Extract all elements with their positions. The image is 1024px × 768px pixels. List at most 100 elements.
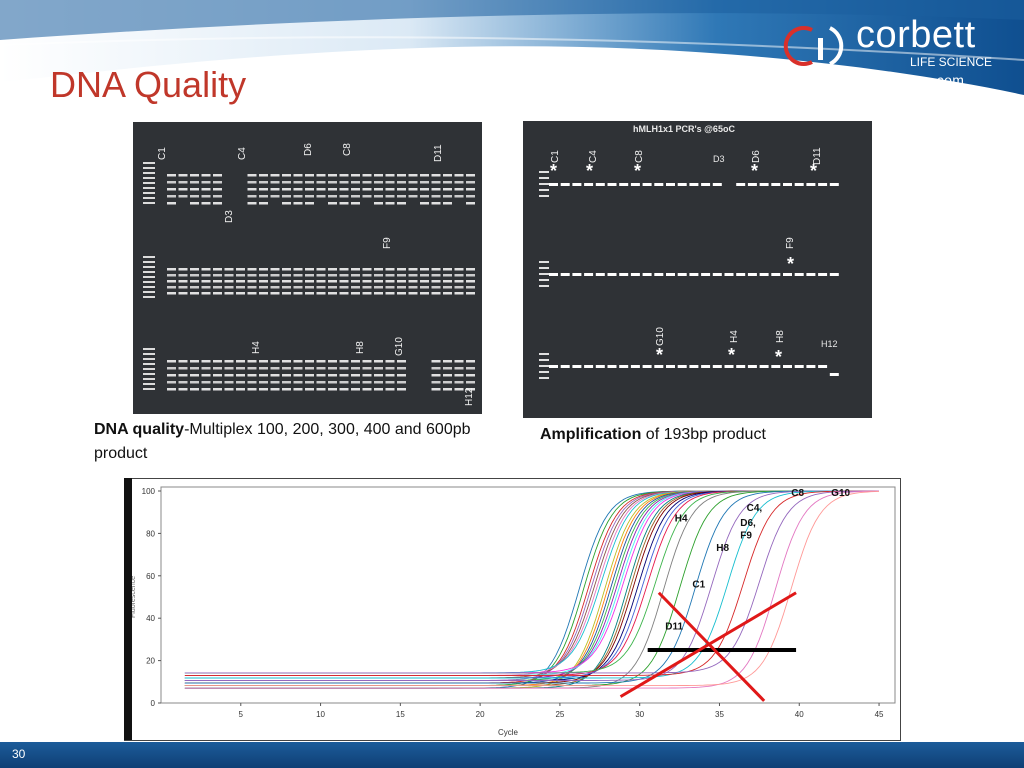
gel-band bbox=[224, 286, 234, 289]
gel-band bbox=[818, 183, 828, 186]
caption-left-bold: DNA quality bbox=[94, 421, 185, 438]
gel-band bbox=[201, 292, 211, 295]
gel-band bbox=[374, 202, 383, 205]
gel-band bbox=[374, 381, 383, 384]
gel-band bbox=[539, 371, 549, 373]
gel-band bbox=[213, 367, 222, 370]
gel-band bbox=[385, 268, 395, 271]
gel-band bbox=[328, 360, 337, 363]
gel-band bbox=[362, 280, 372, 283]
gel-band bbox=[213, 188, 222, 191]
gel-band bbox=[397, 360, 406, 363]
gel-band bbox=[259, 388, 268, 391]
gel-band bbox=[771, 183, 781, 186]
gel-band bbox=[454, 195, 464, 198]
amplification-curve bbox=[184, 490, 880, 674]
gel-band bbox=[454, 188, 464, 191]
gel-band bbox=[236, 388, 245, 391]
gel-band bbox=[167, 360, 176, 363]
gel-band bbox=[190, 374, 199, 377]
gel-band bbox=[466, 174, 475, 177]
gel-band bbox=[190, 360, 199, 363]
gel-band bbox=[143, 281, 155, 283]
gel-band bbox=[351, 292, 360, 295]
gel-band bbox=[431, 381, 441, 384]
gel-band bbox=[595, 365, 605, 368]
gel-band bbox=[736, 365, 746, 368]
gel-band bbox=[420, 181, 429, 184]
gel-band bbox=[270, 181, 280, 184]
gel-band bbox=[572, 183, 582, 186]
curve-annotation: C1 bbox=[692, 579, 705, 590]
gel-band bbox=[316, 367, 326, 370]
red-cross-line bbox=[619, 591, 797, 698]
gel-band bbox=[759, 273, 769, 276]
gel-band bbox=[316, 388, 326, 391]
gel-band bbox=[374, 388, 383, 391]
gel-band bbox=[178, 268, 188, 271]
gel-band bbox=[305, 360, 314, 363]
curve-annotation: C8 bbox=[791, 488, 804, 499]
gel-band bbox=[305, 181, 314, 184]
curve-annotation: C4, bbox=[747, 503, 763, 514]
gel-band bbox=[619, 273, 629, 276]
gel-band bbox=[374, 360, 383, 363]
gel-band bbox=[397, 280, 406, 283]
gel-band bbox=[539, 177, 549, 179]
gel-band bbox=[539, 279, 549, 281]
gel-band bbox=[270, 292, 280, 295]
gel-band bbox=[328, 286, 337, 289]
gel-band bbox=[607, 183, 617, 186]
gel-band bbox=[224, 268, 234, 271]
gel-band bbox=[351, 188, 360, 191]
gel-band bbox=[167, 286, 176, 289]
gel-band bbox=[385, 286, 395, 289]
y-tick-label: 20 bbox=[146, 657, 155, 666]
gel-band bbox=[178, 381, 188, 384]
gel-band bbox=[560, 365, 570, 368]
gel-band bbox=[167, 181, 176, 184]
gel-band bbox=[783, 273, 792, 276]
gel-band bbox=[466, 388, 475, 391]
gel-label: H12 bbox=[464, 387, 475, 406]
gel-band bbox=[466, 381, 475, 384]
gel-band bbox=[454, 286, 464, 289]
gel-band bbox=[213, 174, 222, 177]
gel-band bbox=[201, 381, 211, 384]
gel-band bbox=[259, 274, 268, 277]
gel-band bbox=[259, 286, 268, 289]
gel-band bbox=[316, 188, 326, 191]
gel-band bbox=[247, 388, 257, 391]
gel-band bbox=[362, 286, 372, 289]
gel-band bbox=[201, 268, 211, 271]
gel-band bbox=[167, 292, 176, 295]
gel-band bbox=[293, 274, 303, 277]
gel-band bbox=[293, 280, 303, 283]
gel-band bbox=[454, 374, 464, 377]
gel-band bbox=[339, 360, 349, 363]
gel-band bbox=[736, 183, 746, 186]
gel-band bbox=[236, 286, 245, 289]
star-marker: * bbox=[586, 161, 594, 181]
gel-band bbox=[339, 174, 349, 177]
gel-band bbox=[420, 292, 429, 295]
gel-label: H4 bbox=[251, 341, 262, 354]
gel-band bbox=[339, 202, 349, 205]
curve-annotation: G10 bbox=[831, 488, 850, 499]
gel-band bbox=[143, 388, 155, 390]
gel-band bbox=[224, 274, 234, 277]
gel-band bbox=[420, 286, 429, 289]
gel-band bbox=[316, 174, 326, 177]
gel-band bbox=[190, 292, 199, 295]
star-marker: * bbox=[550, 161, 558, 181]
gel-band bbox=[143, 202, 155, 204]
caption-right: Amplification of 193bp product bbox=[540, 426, 766, 444]
gel-band bbox=[443, 181, 452, 184]
gel-band bbox=[619, 365, 629, 368]
gel-band bbox=[443, 360, 452, 363]
gel-band bbox=[328, 174, 337, 177]
gel-band bbox=[630, 183, 640, 186]
star-marker: * bbox=[810, 161, 818, 181]
gel-band bbox=[328, 388, 337, 391]
gel-band bbox=[305, 367, 314, 370]
